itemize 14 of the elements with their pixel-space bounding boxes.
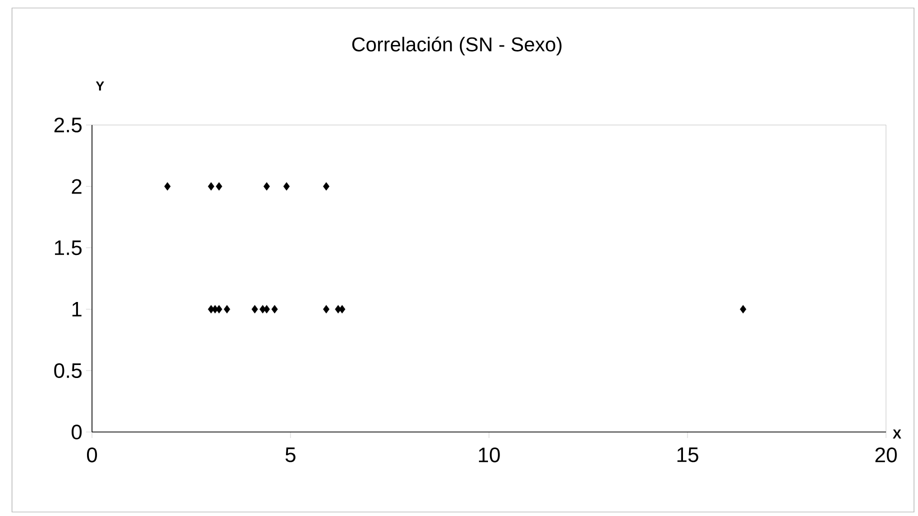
chart-title: Correlación (SN - Sexo) bbox=[352, 36, 562, 56]
y-tick-label: 0.5 bbox=[54, 363, 82, 378]
x-tick-label: 0 bbox=[86, 448, 97, 462]
x-tick-label: 5 bbox=[286, 448, 296, 462]
x-tick-label: 10 bbox=[478, 448, 500, 462]
y-tick-label: 0 bbox=[72, 424, 82, 440]
y-tick-label: 1 bbox=[72, 302, 82, 316]
y-axis-title: Y bbox=[96, 82, 104, 90]
x-tick-label: 15 bbox=[677, 448, 698, 462]
x-axis-title: X bbox=[892, 430, 902, 438]
y-tick-label: 2 bbox=[72, 179, 82, 194]
x-tick-label: 20 bbox=[875, 448, 897, 462]
y-tick-label: 1.5 bbox=[54, 240, 82, 256]
y-tick-label: 2.5 bbox=[54, 118, 82, 132]
